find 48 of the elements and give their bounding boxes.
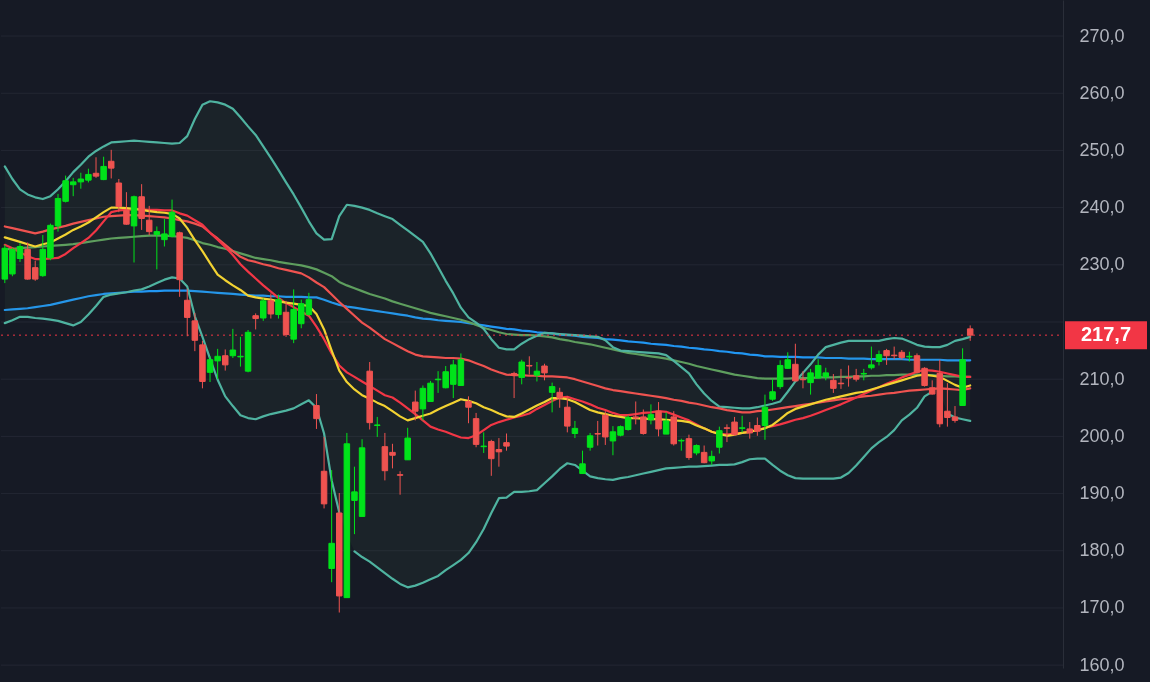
- y-tick-label: 180,0: [1079, 540, 1125, 561]
- candlestick: [275, 294, 282, 320]
- candlestick: [404, 427, 411, 461]
- candlestick: [685, 434, 693, 461]
- candlestick: [465, 395, 472, 424]
- candlestick: [571, 420, 579, 439]
- candlestick: [229, 328, 237, 359]
- candlestick: [374, 416, 381, 438]
- y-tick-label: 250,0: [1079, 139, 1125, 160]
- candlestick: [769, 378, 776, 402]
- candlestick: [222, 348, 229, 372]
- candlestick: [716, 426, 723, 455]
- y-tick-label: 190,0: [1079, 483, 1125, 504]
- y-tick-label: 160,0: [1079, 654, 1125, 675]
- candlestick: [260, 298, 267, 322]
- candlestick: [761, 394, 769, 441]
- candlestick: [647, 403, 655, 425]
- candlestick: [191, 312, 199, 352]
- candlestick: [115, 178, 123, 213]
- candlestick: [107, 149, 115, 179]
- y-tick-label: 240,0: [1079, 197, 1125, 218]
- candlestick: [579, 450, 586, 475]
- candlestick: [396, 470, 404, 496]
- candlestick: [282, 300, 290, 338]
- y-tick-label: 210,0: [1079, 368, 1125, 389]
- candlestick: [655, 401, 662, 437]
- y-tick-label: 200,0: [1079, 425, 1125, 446]
- candlestick: [518, 359, 525, 385]
- candlestick: [510, 371, 518, 399]
- y-tick-label: 170,0: [1079, 597, 1125, 618]
- candlestick: [480, 431, 487, 454]
- y-tick-label: 260,0: [1079, 82, 1125, 103]
- y-tick-label: 270,0: [1079, 25, 1125, 46]
- candlestick: [548, 382, 556, 413]
- line-series: [3, 289, 972, 362]
- candlestick: [183, 288, 191, 337]
- candlestick: [868, 346, 875, 370]
- candlestick: [533, 361, 541, 382]
- candlestick: [662, 411, 670, 435]
- candlestick: [526, 355, 533, 376]
- ref-line-label: 217,7: [1080, 323, 1132, 346]
- candlestick: [412, 390, 419, 421]
- candlestick: [92, 156, 100, 179]
- candlestick: [267, 292, 275, 320]
- candlestick: [556, 387, 563, 409]
- candlestick: [564, 395, 571, 433]
- candlestick: [313, 393, 320, 430]
- y-tick-label: 230,0: [1079, 254, 1125, 275]
